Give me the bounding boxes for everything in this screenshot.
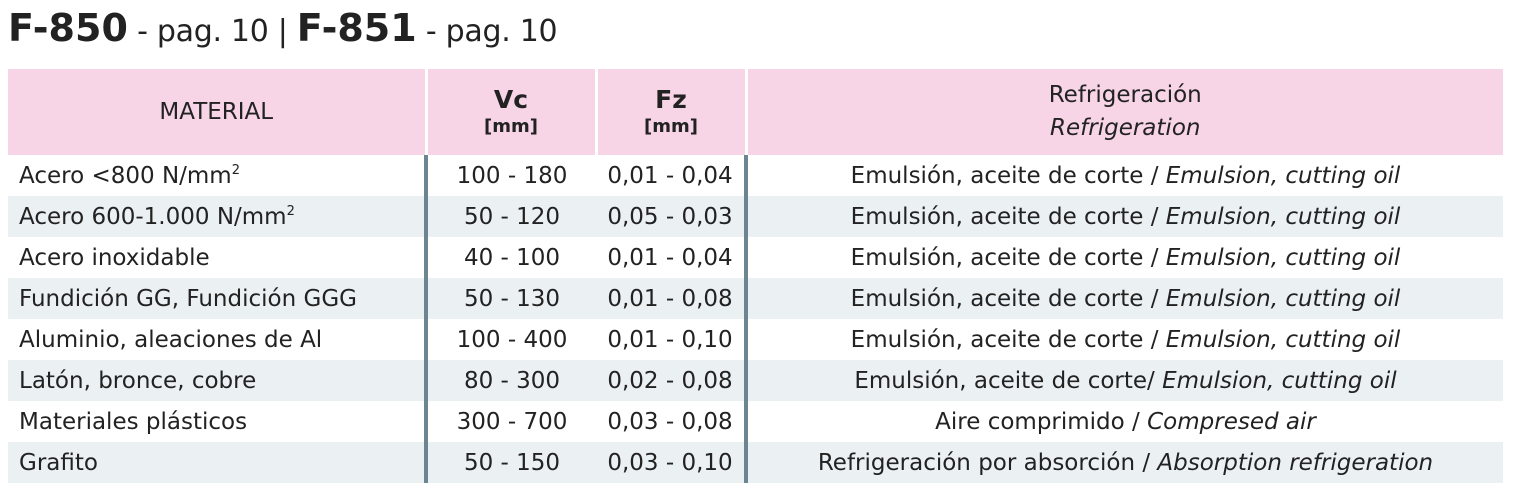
- cell-material: Grafito: [8, 442, 426, 483]
- table-row: Materiales plásticos 300 - 700 0,03 - 0,08…: [8, 401, 1503, 442]
- cell-fz: 0,03 - 0,08: [596, 401, 746, 442]
- page-title: F-850 - pag. 10 | F-851 - pag. 10: [8, 2, 558, 54]
- cell-fz: 0,01 - 0,04: [596, 237, 746, 278]
- cell-refrigeration: Emulsión, aceite de corte/ Emulsion, cut…: [744, 360, 1503, 401]
- refrigeration-en: Emulsion, cutting oil: [1165, 203, 1401, 230]
- material-name: Acero <800 N/mm: [19, 162, 232, 189]
- material-name: Acero inoxidable: [19, 244, 210, 271]
- table-row: Acero 600-1.000 N/mm2 50 - 120 0,05 - 0,03…: [8, 196, 1503, 237]
- refrigeration-es: Refrigeración por absorción /: [817, 449, 1158, 476]
- cell-refrigeration: Emulsión, aceite de corte / Emulsion, cu…: [744, 278, 1503, 319]
- material-name: Aluminio, aleaciones de Al: [19, 326, 323, 353]
- refrigeration-es: Emulsión, aceite de corte /: [850, 285, 1166, 312]
- cell-material: Latón, bronce, cobre: [8, 360, 426, 401]
- material-name: Acero 600-1.000 N/mm: [19, 203, 287, 230]
- cell-refrigeration: Emulsión, aceite de corte / Emulsion, cu…: [744, 319, 1503, 360]
- table-row: Grafito 50 - 150 0,03 - 0,10 Refrigeración …: [8, 442, 1503, 483]
- refrigeration-es: Emulsión, aceite de corte /: [850, 162, 1166, 189]
- table-row: Latón, bronce, cobre 80 - 300 0,02 - 0,08 E…: [8, 360, 1503, 401]
- refrigeration-es: Emulsión, aceite de corte/: [854, 367, 1163, 394]
- cutting-data-table: MATERIAL Vc [mm] Fz [mm] Refrigeración R…: [8, 69, 1503, 483]
- cell-fz: 0,01 - 0,04: [596, 155, 746, 196]
- cell-fz: 0,01 - 0,10: [596, 319, 746, 360]
- refrigeration-en: Absorption refrigeration: [1157, 449, 1434, 476]
- cell-refrigeration: Emulsión, aceite de corte / Emulsion, cu…: [744, 155, 1503, 196]
- cell-vc: 40 - 100: [424, 237, 596, 278]
- refrigeration-en: Emulsion, cutting oil: [1165, 244, 1401, 271]
- table-row: Fundición GG, Fundición GGG 50 - 130 0,01 …: [8, 278, 1503, 319]
- refrigeration-en: Emulsion, cutting oil: [1165, 326, 1401, 353]
- material-name: Materiales plásticos: [19, 408, 248, 435]
- refrigeration-en: Emulsion, cutting oil: [1165, 162, 1401, 189]
- cell-vc: 80 - 300: [424, 360, 596, 401]
- header-vc: Vc [mm]: [426, 69, 598, 155]
- cell-material: Materiales plásticos: [8, 401, 426, 442]
- cell-fz: 0,05 - 0,03: [596, 196, 746, 237]
- material-superscript: 2: [231, 162, 240, 178]
- cell-vc: 50 - 150: [424, 442, 596, 483]
- cell-material: Acero <800 N/mm2: [8, 155, 426, 196]
- cell-material: Aluminio, aleaciones de Al: [8, 319, 426, 360]
- refrigeration-en: Emulsion, cutting oil: [1162, 367, 1397, 394]
- header-fz-unit: [mm]: [644, 116, 698, 137]
- cell-fz: 0,03 - 0,10: [596, 442, 746, 483]
- cell-vc: 100 - 400: [424, 319, 596, 360]
- cell-material: Acero inoxidable: [8, 237, 426, 278]
- cell-refrigeration: Emulsión, aceite de corte / Emulsion, cu…: [744, 237, 1503, 278]
- cell-vc: 50 - 120: [424, 196, 596, 237]
- refrigeration-es: Aire comprimido /: [935, 408, 1148, 435]
- refrigeration-en: Emulsion, cutting oil: [1165, 285, 1401, 312]
- cell-vc: 300 - 700: [424, 401, 596, 442]
- table-row: Acero <800 N/mm2 100 - 180 0,01 - 0,04 Emul…: [8, 155, 1503, 196]
- material-name: Grafito: [19, 449, 98, 476]
- material-superscript: 2: [286, 203, 295, 219]
- header-fz: Fz [mm]: [596, 69, 748, 155]
- refrigeration-es: Emulsión, aceite de corte /: [850, 203, 1166, 230]
- header-refrigeration-en: Refrigeration: [1050, 115, 1201, 141]
- table-body: Acero <800 N/mm2 100 - 180 0,01 - 0,04 Emul…: [8, 155, 1503, 483]
- cell-material: Fundición GG, Fundición GGG: [8, 278, 426, 319]
- header-refrigeration-es: Refrigeración: [1048, 82, 1202, 108]
- cell-refrigeration: Emulsión, aceite de corte / Emulsion, cu…: [744, 196, 1503, 237]
- header-material: MATERIAL: [8, 69, 428, 155]
- header-fz-label: Fz: [655, 85, 687, 114]
- refrigeration-es: Emulsión, aceite de corte /: [850, 244, 1166, 271]
- cell-material: Acero 600-1.000 N/mm2: [8, 196, 426, 237]
- cell-fz: 0,01 - 0,08: [596, 278, 746, 319]
- product-code-f851: F-851: [296, 6, 417, 50]
- header-refrigeration: Refrigeración Refrigeration: [746, 69, 1503, 155]
- cell-vc: 100 - 180: [424, 155, 596, 196]
- refrigeration-en: Compresed air: [1147, 408, 1316, 435]
- cell-vc: 50 - 130: [424, 278, 596, 319]
- refrigeration-es: Emulsión, aceite de corte /: [850, 326, 1166, 353]
- material-name: Latón, bronce, cobre: [19, 367, 257, 394]
- cell-refrigeration: Aire comprimido / Compresed air: [744, 401, 1503, 442]
- page-ref-2: - pag. 10: [416, 14, 558, 49]
- material-name: Fundición GG, Fundición GGG: [19, 285, 357, 312]
- table-row: Acero inoxidable 40 - 100 0,01 - 0,04 Emuls…: [8, 237, 1503, 278]
- cell-fz: 0,02 - 0,08: [596, 360, 746, 401]
- table-row: Aluminio, aleaciones de Al 100 - 400 0,01 …: [8, 319, 1503, 360]
- page-ref-1: - pag. 10 |: [127, 14, 297, 49]
- product-code-f850: F-850: [8, 6, 128, 50]
- header-vc-label: Vc: [493, 85, 529, 114]
- table-header-row: MATERIAL Vc [mm] Fz [mm] Refrigeración R…: [8, 69, 1503, 155]
- cell-refrigeration: Refrigeración por absorción / Absorption…: [744, 442, 1503, 483]
- header-material-label: MATERIAL: [159, 99, 274, 125]
- header-vc-unit: [mm]: [484, 116, 538, 137]
